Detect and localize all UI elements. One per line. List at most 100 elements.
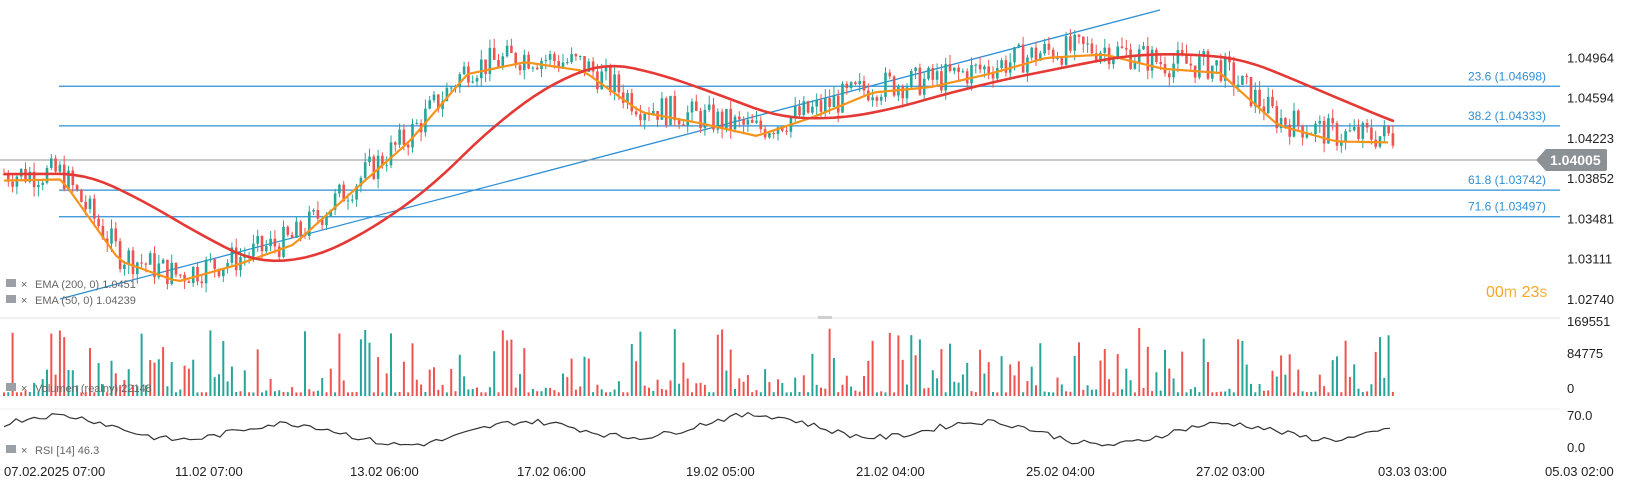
candle-body[interactable] xyxy=(686,112,689,126)
candle-body[interactable] xyxy=(591,61,595,72)
candle-body[interactable] xyxy=(1215,60,1218,66)
candle-body[interactable] xyxy=(1370,127,1373,140)
candle-body[interactable] xyxy=(836,95,840,113)
candle-body[interactable] xyxy=(604,66,608,72)
candle-body[interactable] xyxy=(828,97,831,107)
candle-body[interactable] xyxy=(854,82,857,85)
candle-body[interactable] xyxy=(643,113,646,121)
candle-body[interactable] xyxy=(290,234,294,238)
candle-body[interactable] xyxy=(548,54,552,60)
candle-body[interactable] xyxy=(707,104,711,110)
candle-body[interactable] xyxy=(458,74,462,88)
candle-body[interactable] xyxy=(652,111,655,115)
candle-body[interactable] xyxy=(7,174,10,182)
candle-body[interactable] xyxy=(161,259,165,264)
candle-body[interactable] xyxy=(742,119,745,125)
candle-body[interactable] xyxy=(277,246,281,257)
candle-body[interactable] xyxy=(544,59,548,61)
candle-body[interactable] xyxy=(1245,75,1248,78)
candle-body[interactable] xyxy=(1060,58,1064,65)
candle-body[interactable] xyxy=(914,67,917,72)
candle-body[interactable] xyxy=(639,114,642,121)
candle-body[interactable] xyxy=(1142,46,1145,50)
candle-body[interactable] xyxy=(1185,54,1188,64)
candle-body[interactable] xyxy=(1249,77,1253,107)
rsi-legend[interactable]: × RSI [14] 46.3 xyxy=(6,445,99,457)
candle-body[interactable] xyxy=(131,250,135,275)
candle-body[interactable] xyxy=(875,97,879,101)
candle-body[interactable] xyxy=(759,120,763,130)
candle-body[interactable] xyxy=(1133,62,1137,69)
fibonacci-levels[interactable]: 23.6 (1.04698) 38.2 (1.04333) 61.8 (1.0374… xyxy=(59,69,1560,218)
candle-body[interactable] xyxy=(191,266,195,283)
candle-body[interactable] xyxy=(535,67,539,70)
candle-body[interactable] xyxy=(424,108,427,133)
candle-body[interactable] xyxy=(583,56,586,72)
candle-body[interactable] xyxy=(222,268,225,277)
candle-body[interactable] xyxy=(1387,125,1390,134)
candle-body[interactable] xyxy=(110,228,113,244)
candle-body[interactable] xyxy=(892,76,896,96)
candle-body[interactable] xyxy=(376,155,380,179)
candle-body[interactable] xyxy=(1039,53,1042,61)
candle-body[interactable] xyxy=(613,74,616,92)
candle-body[interactable] xyxy=(363,162,367,178)
candle-body[interactable] xyxy=(884,72,887,97)
candle-body[interactable] xyxy=(1082,36,1085,44)
candle-body[interactable] xyxy=(329,209,333,217)
candle-body[interactable] xyxy=(1241,75,1244,85)
candle-body[interactable] xyxy=(518,65,522,71)
candle-body[interactable] xyxy=(316,210,320,219)
candle-body[interactable] xyxy=(768,133,771,138)
candle-body[interactable] xyxy=(24,168,27,182)
candle-body[interactable] xyxy=(381,155,384,166)
time-axis[interactable]: 07.02.2025 07:00 11.02 07:00 13.02 06:00 17… xyxy=(4,464,1614,479)
candle-body[interactable] xyxy=(428,100,431,109)
candle-body[interactable] xyxy=(802,101,806,116)
candle-body[interactable] xyxy=(1017,44,1021,48)
candle-body[interactable] xyxy=(1357,126,1360,139)
candle-body[interactable] xyxy=(505,45,509,57)
candle-body[interactable] xyxy=(299,221,302,236)
candle-body[interactable] xyxy=(1116,46,1119,58)
candle-body[interactable] xyxy=(295,221,298,238)
candle-body[interactable] xyxy=(725,108,728,130)
candle-body[interactable] xyxy=(243,256,247,258)
candle-body[interactable] xyxy=(1340,142,1343,146)
candle-body[interactable] xyxy=(1348,130,1352,132)
candle-body[interactable] xyxy=(716,111,720,130)
candle-body[interactable] xyxy=(1120,46,1124,48)
candle-body[interactable] xyxy=(1090,43,1094,54)
candle-body[interactable] xyxy=(1292,110,1296,137)
candle-body[interactable] xyxy=(879,96,883,101)
candle-body[interactable] xyxy=(785,130,788,132)
candle-body[interactable] xyxy=(1361,123,1365,139)
candle-body[interactable] xyxy=(415,122,419,124)
candle-body[interactable] xyxy=(1236,84,1240,87)
candle-body[interactable] xyxy=(1223,56,1227,81)
candle-body[interactable] xyxy=(819,100,823,112)
candle-body[interactable] xyxy=(849,82,853,89)
candle-body[interactable] xyxy=(1159,61,1162,65)
candle-body[interactable] xyxy=(80,189,83,202)
candle-body[interactable] xyxy=(1322,120,1326,144)
candle-body[interactable] xyxy=(974,64,978,66)
candle-body[interactable] xyxy=(28,171,32,182)
candle-body[interactable] xyxy=(845,83,849,89)
candle-body[interactable] xyxy=(67,170,70,189)
candle-body[interactable] xyxy=(475,78,479,82)
close-icon[interactable]: × xyxy=(21,295,27,307)
candle-body[interactable] xyxy=(1000,60,1003,69)
candle-body[interactable] xyxy=(411,123,414,148)
candle-body[interactable] xyxy=(1146,46,1150,71)
candle-body[interactable] xyxy=(93,198,96,219)
candle-body[interactable] xyxy=(1262,106,1266,114)
candle-body[interactable] xyxy=(1335,123,1339,146)
candle-body[interactable] xyxy=(729,108,732,130)
candle-body[interactable] xyxy=(1168,73,1171,78)
candle-body[interactable] xyxy=(101,226,105,239)
ema200-line[interactable] xyxy=(3,52,1395,263)
candle-body[interactable] xyxy=(187,281,191,283)
candle-body[interactable] xyxy=(1352,126,1356,131)
candle-body[interactable] xyxy=(888,72,892,77)
